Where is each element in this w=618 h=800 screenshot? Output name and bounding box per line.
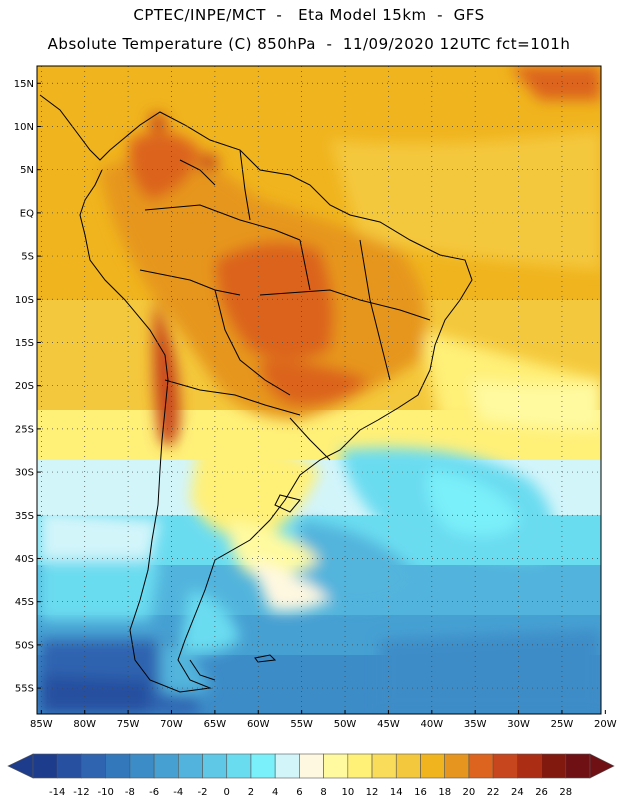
graticule: [37, 66, 601, 714]
colorbar-left-arrow: [7, 753, 34, 779]
colorbar-swatch: [153, 753, 179, 779]
colorbar-label: 4: [272, 787, 278, 798]
longitude-axis: 85W 80W 75W 70W 65W 60W 55W 50W 45W 40W 35W 30W 25W 2…: [30, 710, 617, 730]
latitude-axis: 15N 10N 5N EQ 5S 10S 15S 20S 25S 30S 35S 40S 45S 50S 5…: [14, 79, 41, 695]
lat-tick-label: 35S: [15, 511, 34, 522]
map-frame: [36, 65, 602, 715]
colorbar-swatch: [299, 753, 324, 779]
lon-tick-label: 60W: [247, 719, 270, 730]
colorbar-swatch: [565, 753, 591, 779]
lat-tick-label: EQ: [20, 208, 34, 219]
temperature-field: [37, 66, 601, 714]
colorbar-label: 22: [487, 787, 500, 798]
colorbar-label: 2: [248, 787, 254, 798]
lon-tick-label: 40W: [420, 719, 443, 730]
lat-tick-label: 20S: [15, 381, 34, 392]
lon-tick-label: 80W: [73, 719, 96, 730]
colorbar-label: -8: [125, 787, 135, 798]
lon-tick-label: 45W: [377, 719, 400, 730]
colorbar-swatch: [56, 753, 82, 779]
colorbar-swatch: [395, 753, 421, 779]
lat-tick-label: 5N: [20, 165, 34, 176]
colorbar-label: 18: [438, 787, 451, 798]
colorbar-label: 20: [463, 787, 476, 798]
colorbar-label: 6: [296, 787, 302, 798]
colorbar-swatch: [105, 753, 131, 779]
colorbar-swatch: [178, 753, 203, 779]
lon-tick-label: 75W: [117, 719, 140, 730]
lon-tick-label: 85W: [30, 719, 53, 730]
lon-tick-label: 55W: [290, 719, 313, 730]
map-title-line-2: Absolute Temperature (C) 850hPa - 11/09/…: [47, 35, 571, 53]
colorbar-swatch: [420, 753, 445, 779]
colorbar-swatch: [274, 753, 300, 779]
colorbar-swatch: [323, 753, 349, 779]
colorbar-swatch: [32, 753, 58, 779]
lat-tick-label: 50S: [15, 640, 34, 651]
colorbar-swatch: [541, 753, 567, 779]
colorbar-swatch: [250, 753, 276, 779]
colorbar-label: 16: [414, 787, 427, 798]
colorbar-swatch: [81, 753, 106, 779]
colorbar-label: 8: [320, 787, 326, 798]
lat-tick-label: 10S: [15, 295, 34, 306]
lon-tick-label: 50W: [334, 719, 357, 730]
lat-tick-label: 45S: [15, 597, 34, 608]
colorbar-swatch: [468, 753, 494, 779]
colorbar-swatch: [129, 753, 155, 779]
colorbar-swatch: [347, 753, 373, 779]
colorbar-label: -4: [173, 787, 183, 798]
colorbar-swatch: [371, 753, 397, 779]
colorbar-label: -10: [97, 787, 113, 798]
colorbar-swatch: [517, 753, 542, 779]
lat-tick-label: 15S: [15, 338, 34, 349]
lat-tick-label: 55S: [15, 684, 34, 695]
colorbar-swatch: [444, 753, 470, 779]
map-title-line-1: CPTEC/INPE/MCT - Eta Model 15km - GFS: [133, 6, 485, 24]
colorbar-label: 24: [511, 787, 524, 798]
lon-tick-label: 65W: [204, 719, 227, 730]
lat-tick-label: 30S: [15, 468, 34, 479]
lat-tick-label: 25S: [15, 424, 34, 435]
colorbar-swatch: [202, 753, 228, 779]
colorbar-swatch: [226, 753, 252, 779]
lon-tick-label: 25W: [551, 719, 574, 730]
lon-tick-label: 35W: [464, 719, 487, 730]
lon-tick-label: 30W: [507, 719, 530, 730]
lon-tick-label: 20W: [594, 719, 617, 730]
colorbar-label: 0: [224, 787, 230, 798]
lon-tick-label: 70W: [160, 719, 183, 730]
lat-tick-label: 40S: [15, 554, 34, 565]
colorbar-label: -14: [49, 787, 65, 798]
lat-tick-label: 5S: [21, 252, 34, 263]
colorbar-label: -12: [73, 787, 89, 798]
colorbar-label: 28: [559, 787, 572, 798]
colorbar-label: 10: [341, 787, 354, 798]
colorbar-label: 26: [535, 787, 548, 798]
lat-tick-label: 10N: [14, 122, 34, 133]
colorbar-label: -6: [149, 787, 159, 798]
colorbar-swatch: [492, 753, 518, 779]
colorbar-label: -2: [198, 787, 208, 798]
colorbar-label: 14: [390, 787, 403, 798]
colorbar-label: 12: [366, 787, 379, 798]
coastline: [39, 94, 473, 693]
lat-tick-label: 15N: [14, 79, 34, 90]
colorbar-right-arrow: [589, 753, 615, 779]
